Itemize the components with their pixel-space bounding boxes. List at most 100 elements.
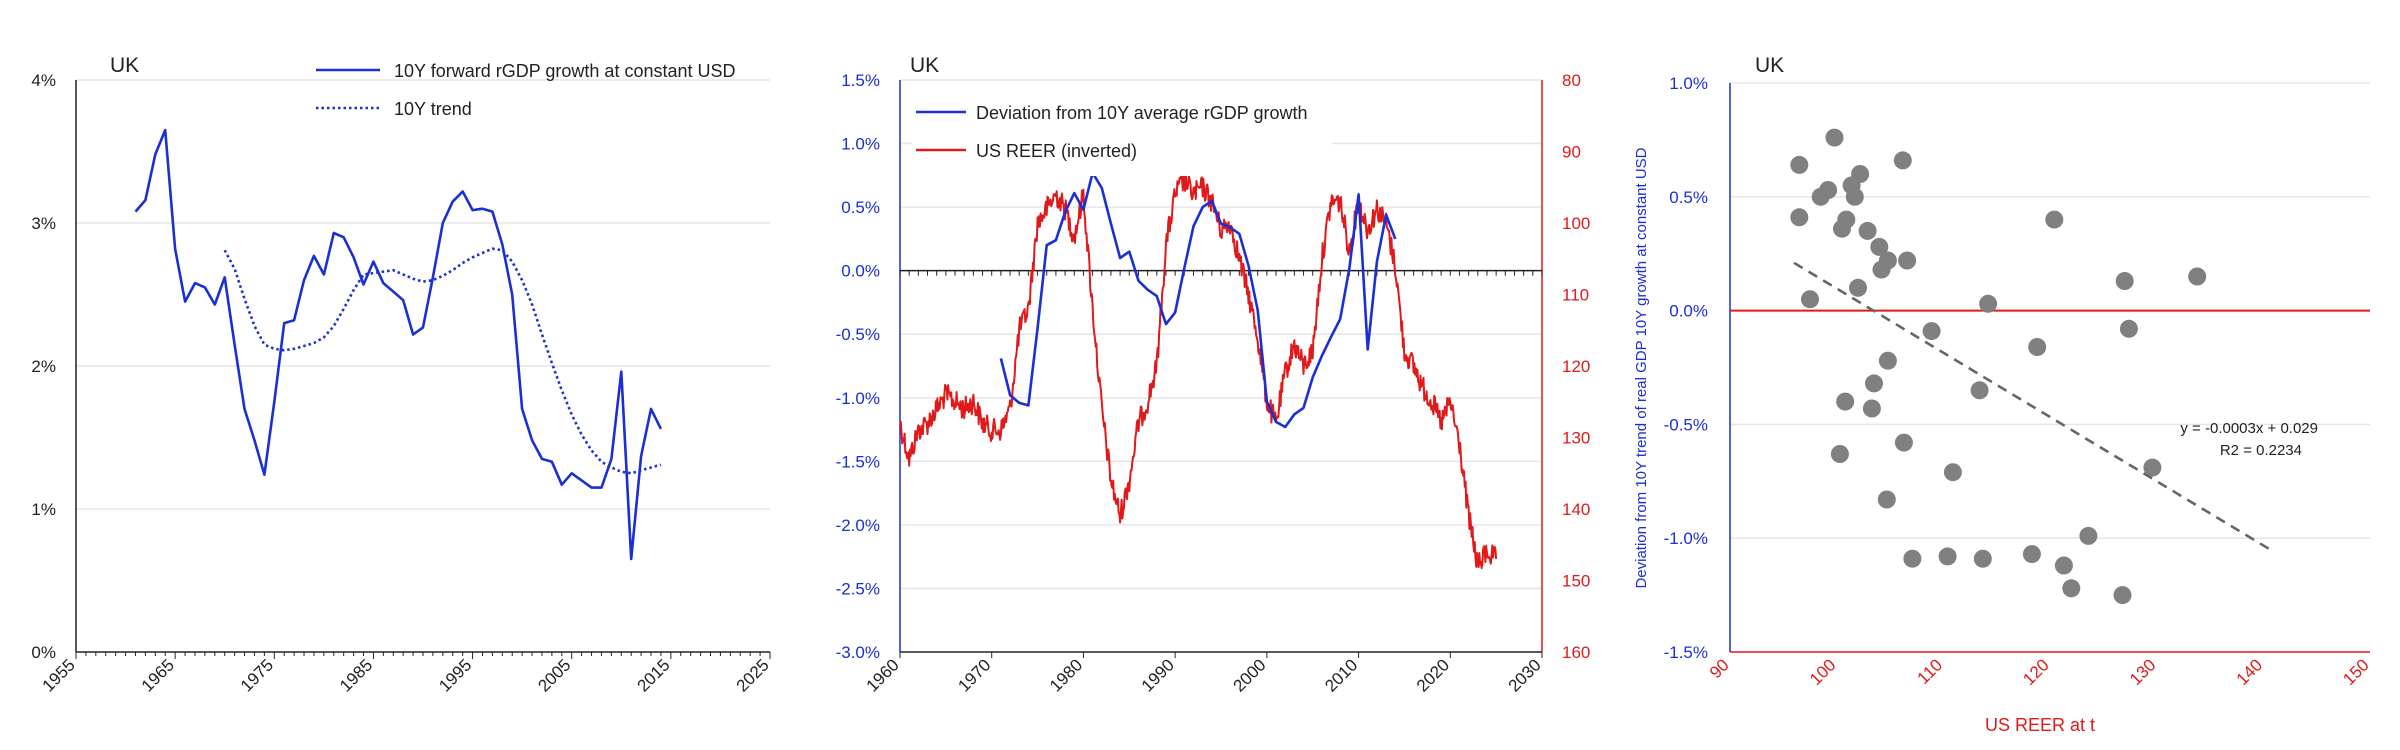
x-tick-label: 110 <box>1914 655 1947 688</box>
y-tick-label-right: 160 <box>1562 643 1590 662</box>
scatter-point-13 <box>1870 237 1889 256</box>
x-tick-label: 2030 <box>1505 655 1545 695</box>
scatter-point-31 <box>1973 549 1992 568</box>
x-tick-label: 1970 <box>954 655 994 695</box>
y-tick-label: -1.0% <box>1664 529 1708 548</box>
scatter-point-2 <box>1801 290 1819 309</box>
x-tick-label: 2015 <box>634 655 674 695</box>
y-tick-label-left: -1.0% <box>836 389 880 408</box>
y-tick-label: 0.5% <box>1669 188 1708 207</box>
x-tick-label: 1980 <box>1046 655 1086 695</box>
legend-label: Deviation from 10Y average rGDP growth <box>976 103 1308 123</box>
y-tick-label-left: -3.0% <box>836 643 880 662</box>
scatter-point-36 <box>2062 579 2081 598</box>
scatter-point-38 <box>2113 586 2132 605</box>
scatter-point-15 <box>1878 251 1897 270</box>
scatter-point-41 <box>2143 458 2162 477</box>
y-tick-label: 1% <box>31 500 56 519</box>
legend-label: 10Y trend <box>394 99 472 119</box>
legend: Deviation from 10Y average rGDP growth US… <box>912 96 1332 176</box>
chart-title: UK <box>110 54 139 77</box>
x-tick-label: 2000 <box>1230 655 1270 695</box>
scatter-point-34 <box>2045 210 2064 229</box>
x-tick-label: 2005 <box>534 655 574 695</box>
scatter-point-26 <box>1943 463 1962 482</box>
scatter-point-19 <box>1830 445 1849 463</box>
scatter-point-27 <box>1903 549 1922 568</box>
y-tick-label-right: 80 <box>1562 71 1581 90</box>
scatter-point-21 <box>1862 399 1881 418</box>
y-tick-label-right: 130 <box>1562 429 1590 448</box>
scatter-point-29 <box>1970 381 1989 400</box>
y-tick-label-left: -2.5% <box>836 579 880 598</box>
scatter-point-17 <box>1898 251 1917 270</box>
r-squared-value: 2 = 0.2234 <box>2231 442 2302 459</box>
x-tick-label: 1985 <box>336 655 376 695</box>
scatter-point-42 <box>2188 267 2207 286</box>
x-tick-label: 2020 <box>1413 655 1453 695</box>
scatter-point-12 <box>1849 278 1867 297</box>
scatter-point-20 <box>1865 374 1883 393</box>
chart-title: UK <box>1755 54 1784 77</box>
scatter-point-18 <box>1836 392 1855 411</box>
y-tick-label: -0.5% <box>1664 415 1708 434</box>
scatter-point-37 <box>2079 526 2098 545</box>
y-tick-label: 3% <box>31 214 56 233</box>
y-tick-label-left: -1.5% <box>836 452 880 471</box>
y-axis-title: Deviation from 10Y trend of real GDP 10Y… <box>1633 147 1650 588</box>
y-tick-label: 2% <box>31 357 56 376</box>
y-tick-label: 0.0% <box>1669 302 1708 321</box>
scatter-point-23 <box>1894 433 1913 452</box>
scatter-point-16 <box>1893 151 1912 170</box>
x-tick-label: 100 <box>1806 655 1839 688</box>
x-axis-title: US REER at t <box>1985 715 2095 735</box>
series-line-deviation <box>999 171 1397 429</box>
x-tick-label: 140 <box>2233 655 2266 688</box>
x-tick-label: 2010 <box>1321 655 1361 695</box>
scatter-point-4 <box>1819 181 1838 199</box>
scatter-point-0 <box>1790 155 1809 174</box>
chart-title: UK <box>910 54 939 77</box>
trendline-equation: y = -0.0003x + 0.029 <box>2180 420 2318 437</box>
legend-label: 10Y forward rGDP growth at constant USD <box>394 61 736 81</box>
x-tick-label: 1965 <box>138 655 178 695</box>
scatter-point-1 <box>1790 208 1809 227</box>
y-tick-label-right: 100 <box>1562 214 1590 233</box>
x-tick-label: 1975 <box>237 655 277 695</box>
scatter-point-32 <box>2022 545 2041 564</box>
y-tick-label: 0% <box>31 643 56 662</box>
scatter-point-28 <box>1938 547 1957 566</box>
x-tick-label: 150 <box>2339 655 2372 688</box>
y-tick-label-left: -2.0% <box>836 516 880 535</box>
series-line-forward-growth <box>134 128 663 561</box>
scatter-point-30 <box>1979 294 1998 313</box>
x-tick-label: 90 <box>1706 655 1733 682</box>
x-tick-label: 120 <box>2019 655 2052 688</box>
y-tick-label-left: 1.5% <box>841 71 880 90</box>
scatter-point-9 <box>1845 187 1864 206</box>
legend: 10Y forward rGDP growth at constant USD 1… <box>316 61 736 119</box>
scatter-point-35 <box>2054 556 2073 575</box>
scatter-point-33 <box>2028 338 2047 356</box>
y-tick-label: 1.0% <box>1669 74 1708 93</box>
legend-background <box>912 96 1332 176</box>
series-line-trend <box>223 247 662 475</box>
scatter-point-5 <box>1825 128 1844 147</box>
y-tick-label-right: 150 <box>1562 572 1590 591</box>
scatter-point-11 <box>1858 221 1877 240</box>
r-squared-label: R <box>2220 442 2231 459</box>
scatter-point-25 <box>1922 322 1941 341</box>
x-tick-label: 1995 <box>435 655 475 695</box>
scatter-point-22 <box>1878 351 1897 370</box>
scatter-point-7 <box>1837 210 1856 229</box>
x-tick-label: 1990 <box>1138 655 1178 695</box>
y-tick-label: -1.5% <box>1664 643 1708 662</box>
trendline <box>1793 261 2275 553</box>
y-tick-label-right: 110 <box>1562 286 1589 305</box>
y-tick-label-left: 1.0% <box>841 135 880 154</box>
y-tick-label-right: 120 <box>1562 357 1590 376</box>
chart-3: -1.5% -1.0% -0.5% 0.0% 0.5% 1.0% 90 100 110 120 13… <box>1633 54 2373 735</box>
legend-label: US REER (inverted) <box>976 141 1137 161</box>
scatter-point-10 <box>1851 165 1870 183</box>
